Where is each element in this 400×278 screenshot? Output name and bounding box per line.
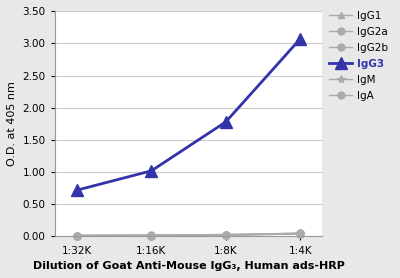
IgG2a: [223, 234, 228, 237]
X-axis label: Dilution of Goat Anti-Mouse IgG₃, Human ads-HRP: Dilution of Goat Anti-Mouse IgG₃, Human …: [33, 261, 344, 271]
IgA: [149, 234, 154, 237]
IgG2b: [223, 233, 228, 236]
IgG1: [298, 232, 302, 235]
IgM: [223, 233, 228, 236]
IgG2b: [149, 234, 154, 237]
Line: IgG2a: IgG2a: [74, 230, 304, 239]
IgM: [298, 232, 302, 235]
IgG2b: [298, 232, 302, 235]
Line: IgG3: IgG3: [72, 33, 306, 196]
IgG2b: [74, 234, 79, 237]
Legend: IgG1, IgG2a, IgG2b, IgG3, IgM, IgA: IgG1, IgG2a, IgG2b, IgG3, IgM, IgA: [325, 7, 393, 105]
IgA: [223, 234, 228, 237]
IgG2a: [298, 232, 302, 235]
IgG1: [149, 234, 154, 237]
IgG2a: [149, 234, 154, 237]
IgG3: [298, 37, 302, 41]
Line: IgA: IgA: [74, 230, 304, 239]
Line: IgG1: IgG1: [74, 230, 304, 239]
IgA: [298, 232, 302, 235]
IgG1: [74, 234, 79, 237]
IgG3: [149, 169, 154, 172]
IgG3: [223, 120, 228, 124]
IgM: [149, 234, 154, 237]
Line: IgM: IgM: [73, 229, 304, 240]
IgA: [74, 234, 79, 237]
Y-axis label: O.D. at 405 nm: O.D. at 405 nm: [7, 81, 17, 166]
IgM: [74, 234, 79, 237]
IgG2a: [74, 234, 79, 237]
Line: IgG2b: IgG2b: [74, 230, 304, 239]
IgG3: [74, 188, 79, 192]
IgG1: [223, 234, 228, 237]
